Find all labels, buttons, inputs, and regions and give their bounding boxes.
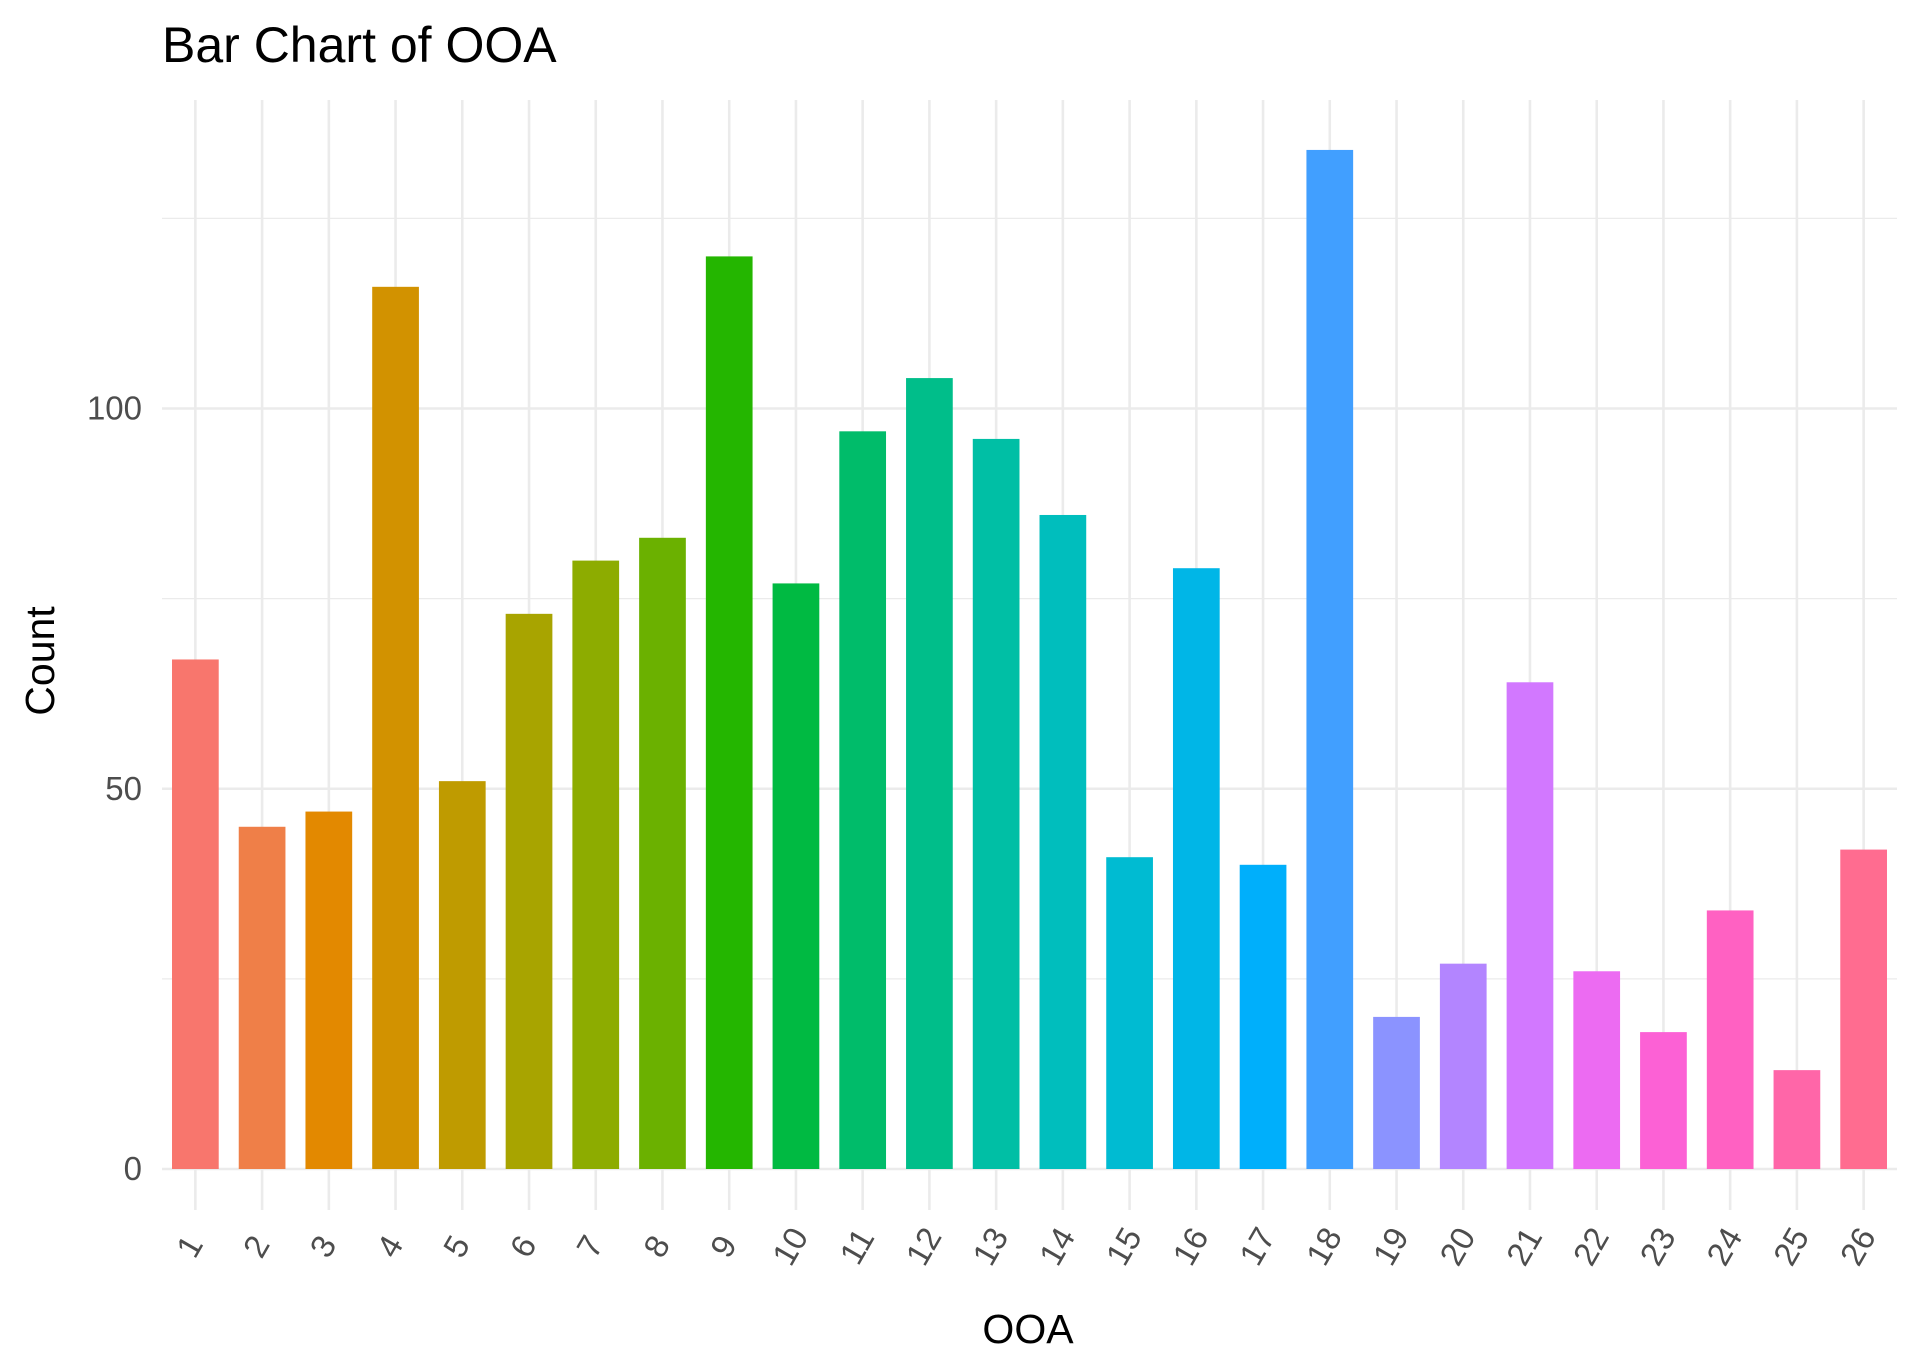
x-tick-label: 3 <box>302 1229 343 1263</box>
bar-26 <box>1840 849 1887 1169</box>
bar-11 <box>839 431 887 1169</box>
bar-23 <box>1640 1032 1687 1169</box>
x-tick-label: 18 <box>1299 1221 1349 1271</box>
bar-16 <box>1172 568 1220 1169</box>
bar-20 <box>1439 963 1487 1169</box>
chart-title: Bar Chart of OOA <box>162 17 557 73</box>
bar-8 <box>639 537 686 1169</box>
bar-3 <box>305 811 353 1169</box>
bar-5 <box>438 781 486 1169</box>
bar-6 <box>505 613 553 1169</box>
bar-24 <box>1706 910 1754 1169</box>
x-tick-label: 21 <box>1499 1221 1549 1271</box>
bar-12 <box>906 378 953 1170</box>
x-tick-label: 7 <box>569 1229 610 1263</box>
y-tick-label: 0 <box>124 1150 142 1187</box>
bar-10 <box>772 583 820 1169</box>
x-tick-label: 23 <box>1632 1221 1682 1271</box>
y-tick-label: 50 <box>105 770 142 807</box>
bar-4 <box>372 286 419 1169</box>
bar-18 <box>1306 149 1354 1169</box>
bar-9 <box>705 256 753 1169</box>
x-tick-label: 11 <box>832 1222 881 1270</box>
x-tick-label: 8 <box>636 1229 677 1263</box>
bar-21 <box>1506 682 1554 1169</box>
bar-15 <box>1106 857 1153 1169</box>
grid-lines <box>162 100 1897 1210</box>
x-axis-ticks: 1 2 3 4 5 6 7 8 9 10 11 12 13 14 15 16 17 18 19 20 21 22 23 24 2… <box>169 1221 1883 1271</box>
x-axis-title: OOA <box>982 1306 1074 1352</box>
x-tick-label: 22 <box>1566 1221 1616 1271</box>
x-tick-label: 2 <box>236 1229 277 1263</box>
x-tick-label: 4 <box>369 1229 410 1263</box>
bars <box>172 149 1887 1170</box>
x-tick-label: 19 <box>1365 1221 1415 1271</box>
bar-14 <box>1039 514 1087 1169</box>
bar-7 <box>572 560 620 1169</box>
x-tick-label: 6 <box>502 1229 543 1263</box>
x-tick-label: 16 <box>1165 1221 1215 1271</box>
y-axis-ticks: 0 50 100 <box>87 390 142 1188</box>
x-tick-label: 1 <box>169 1229 210 1263</box>
x-tick-label: 9 <box>703 1229 744 1263</box>
y-axis-title: Count <box>17 606 63 716</box>
x-tick-label: 24 <box>1699 1221 1749 1271</box>
x-tick-label: 12 <box>898 1221 948 1271</box>
x-tick-label: 26 <box>1832 1221 1882 1271</box>
x-tick-label: 10 <box>765 1221 815 1271</box>
x-tick-label: 14 <box>1032 1221 1082 1271</box>
y-tick-label: 100 <box>87 390 142 427</box>
bar-2 <box>238 826 286 1169</box>
bar-25 <box>1773 1070 1821 1169</box>
bar-19 <box>1373 1016 1420 1169</box>
bar-13 <box>972 438 1020 1169</box>
bar-22 <box>1573 971 1621 1169</box>
x-tick-label: 17 <box>1232 1221 1282 1271</box>
bar-1 <box>172 659 219 1169</box>
x-tick-label: 13 <box>965 1221 1015 1271</box>
x-tick-label: 15 <box>1098 1221 1148 1271</box>
x-tick-label: 20 <box>1432 1221 1482 1271</box>
bar-17 <box>1239 864 1287 1169</box>
x-tick-label: 5 <box>436 1229 477 1263</box>
x-tick-label: 25 <box>1766 1221 1816 1271</box>
